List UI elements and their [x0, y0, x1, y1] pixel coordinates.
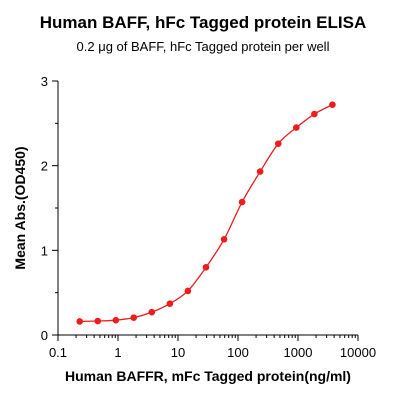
- x-tick-label: 1000: [284, 345, 313, 360]
- y-tick-label: 2: [41, 159, 48, 174]
- data-point: [184, 287, 192, 295]
- data-point: [293, 124, 300, 131]
- x-tick-label: 10000: [340, 345, 376, 360]
- x-tick-label: 10: [171, 345, 185, 360]
- data-point: [256, 168, 264, 175]
- data-point: [76, 318, 84, 325]
- data-point: [220, 236, 228, 243]
- data-point: [202, 263, 210, 271]
- axes: [57, 81, 358, 336]
- chart-title: Human BAFF, hFc Tagged protein ELISA: [40, 13, 366, 32]
- x-axis-ticks: 0.1 1 10 100 1000 10000: [49, 335, 376, 360]
- x-tick-label: 0.1: [49, 345, 67, 360]
- y-tick-label: 0: [41, 328, 48, 343]
- data-point: [166, 300, 174, 307]
- x-tick-label: 1: [114, 345, 121, 360]
- data-point: [148, 308, 156, 316]
- data-point: [311, 110, 318, 118]
- series-line: [79, 104, 333, 323]
- y-axis-ticks: 0 1 2 3: [41, 74, 58, 343]
- series-group: [76, 101, 336, 325]
- data-point: [94, 317, 102, 325]
- data-point: [329, 101, 336, 109]
- y-axis-label: Mean Abs.(OD450): [12, 146, 28, 269]
- x-axis-label: Human BAFFR, mFc Tagged protein(ng/ml): [65, 368, 351, 384]
- y-tick-label: 1: [41, 243, 48, 258]
- data-point: [238, 198, 246, 206]
- x-tick-label: 100: [227, 345, 249, 360]
- data-point: [112, 316, 120, 324]
- data-point: [130, 314, 138, 321]
- data-point: [274, 140, 282, 147]
- chart-subtitle: 0.2 μg of BAFF, hFc Tagged protein per w…: [77, 39, 330, 54]
- y-tick-label: 3: [41, 74, 48, 89]
